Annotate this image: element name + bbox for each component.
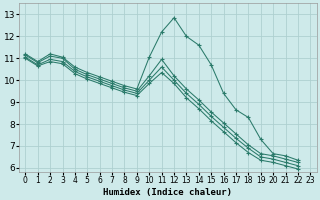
X-axis label: Humidex (Indice chaleur): Humidex (Indice chaleur) [103, 188, 232, 197]
